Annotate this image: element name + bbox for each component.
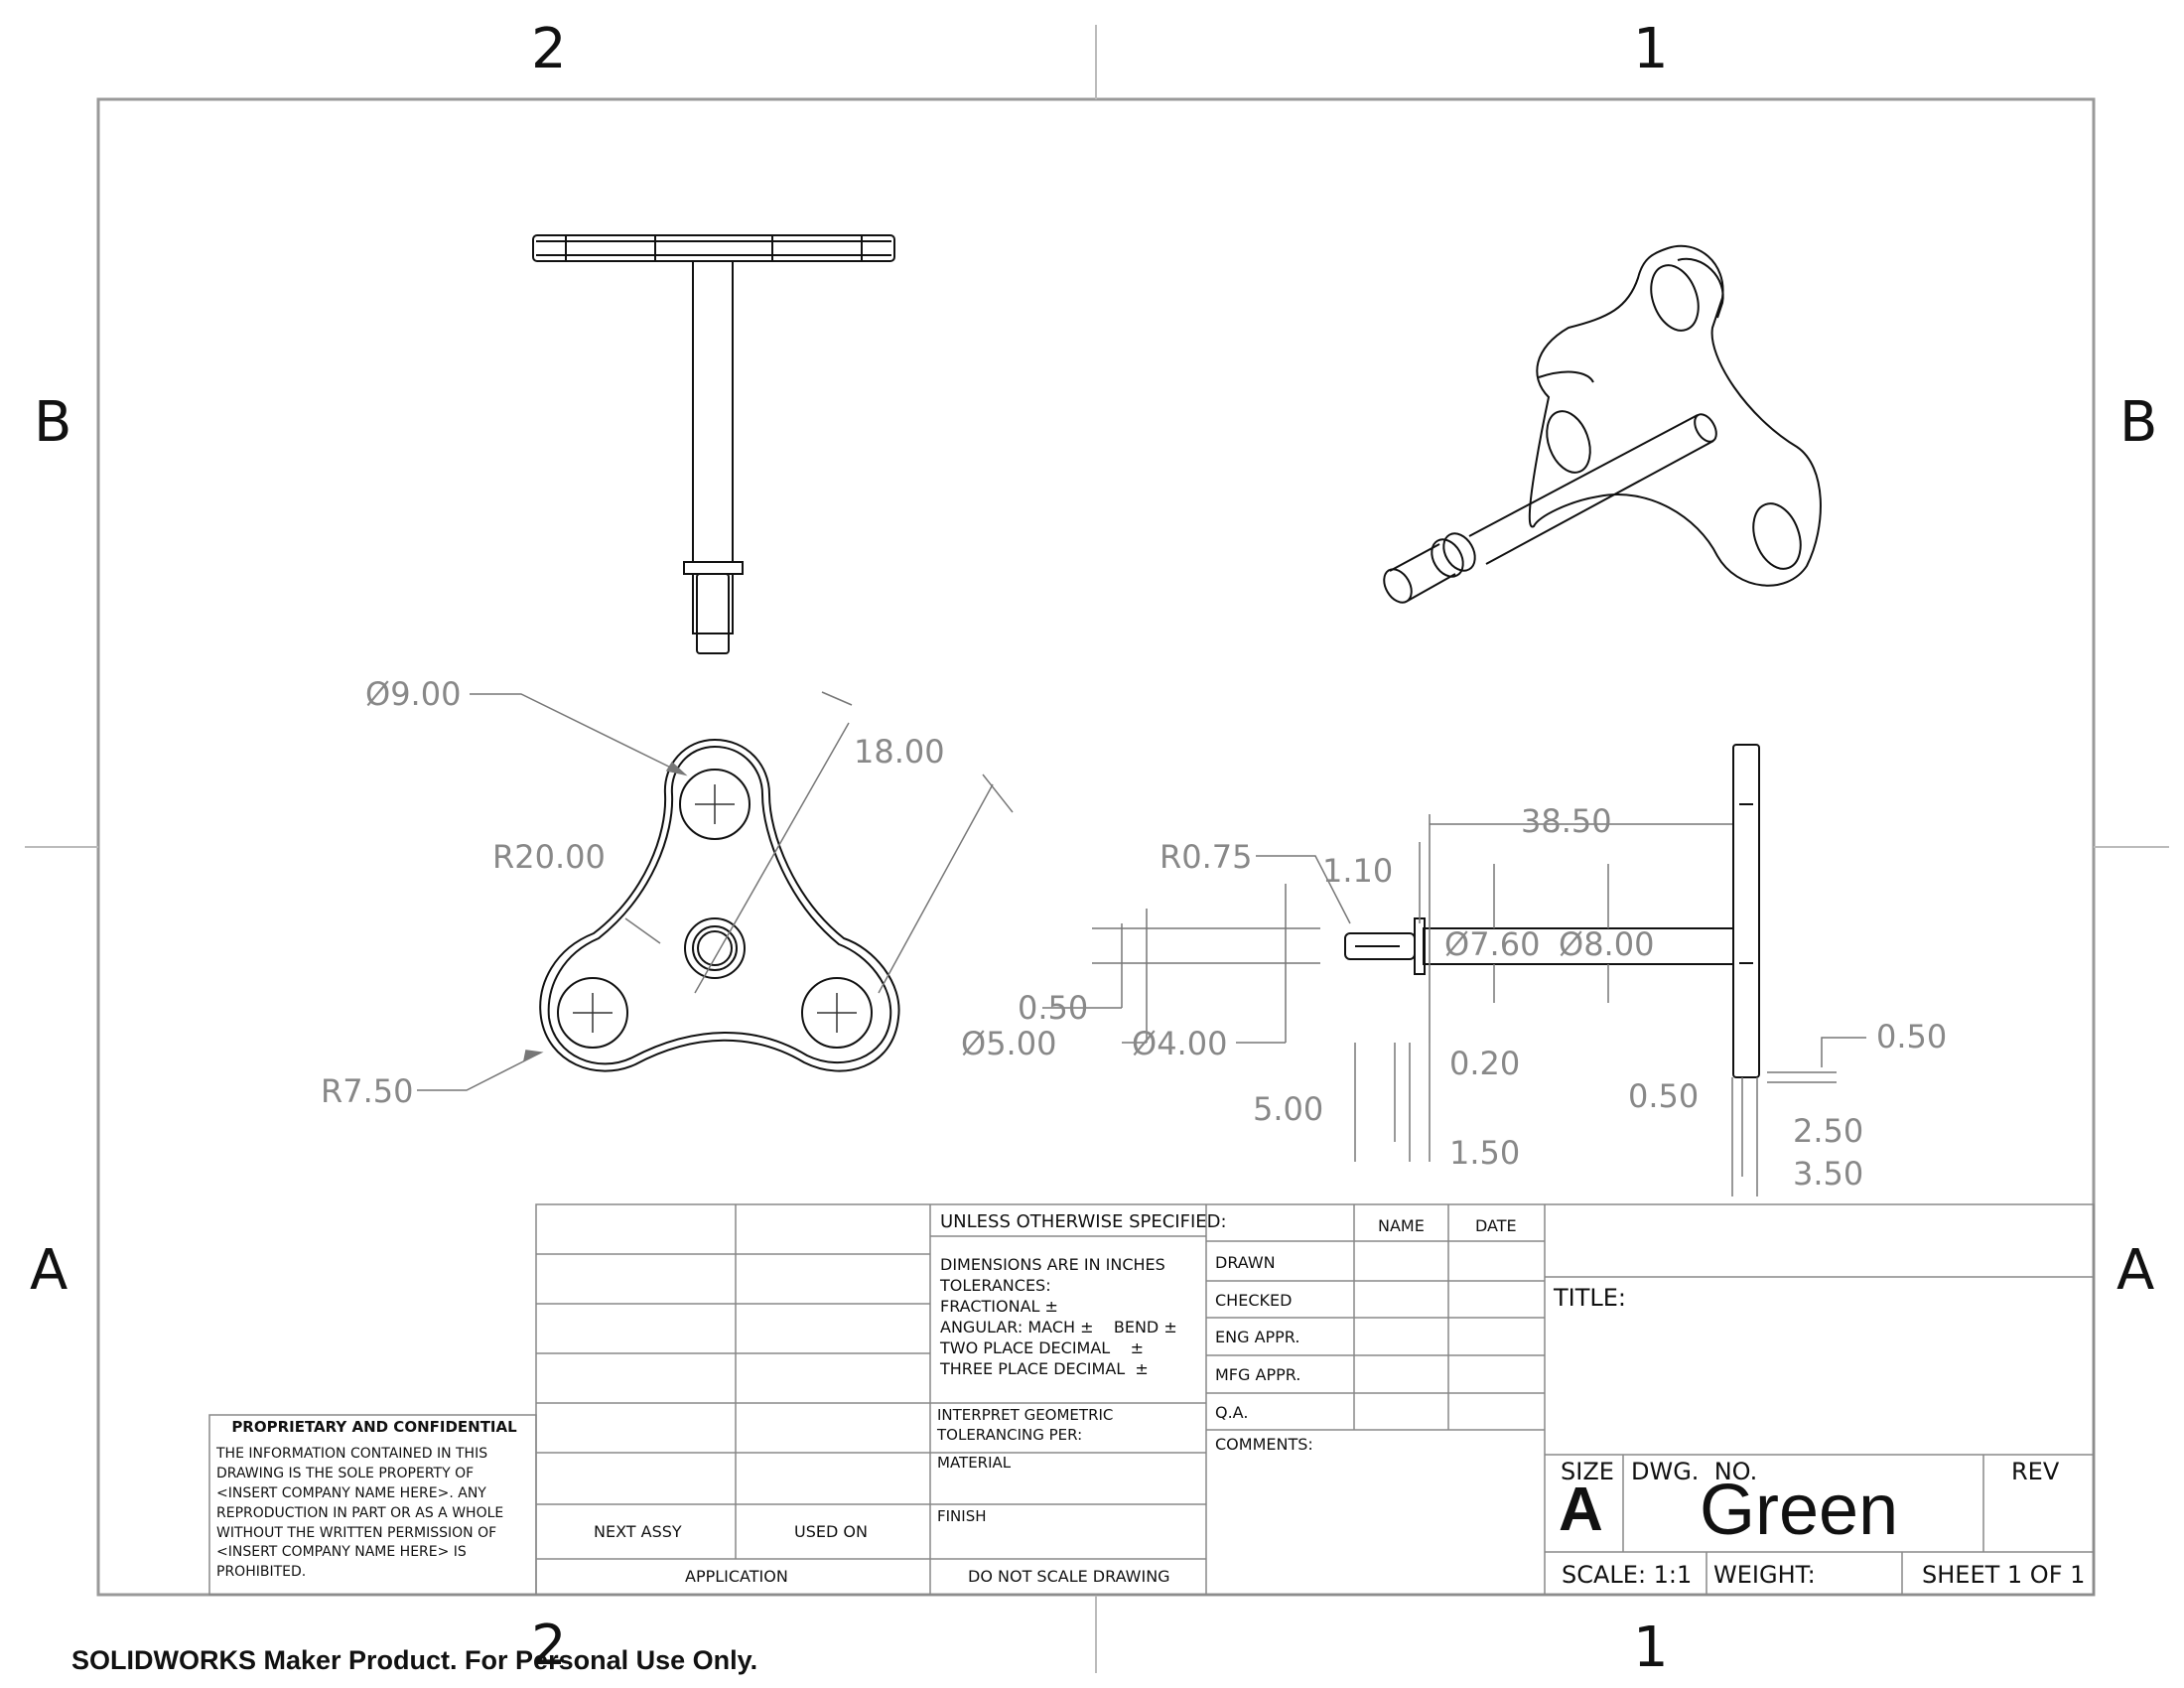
checked-label: CHECKED (1215, 1291, 1293, 1310)
dim-hole-spacing: 18.00 (854, 733, 945, 771)
three-place-label: THREE PLACE DECIMAL ± (940, 1359, 1149, 1378)
unless-specified-label: UNLESS OTHERWISE SPECIFIED: (940, 1211, 1227, 1232)
zone-label-left-a: A (30, 1238, 68, 1303)
dims-inches-label: DIMENSIONS ARE IN INCHES (940, 1255, 1165, 1274)
dim-dia-8-00: Ø8.00 (1559, 925, 1654, 963)
dwg-no-value: Green (1700, 1471, 1899, 1550)
dim-dia-hole: Ø9.00 (365, 675, 461, 713)
eng-appr-label: ENG APPR. (1215, 1328, 1300, 1346)
scale-label: SCALE: 1:1 (1562, 1561, 1693, 1589)
dimension-labels: Ø9.00 18.00 R20.00 R7.50 R0.75 1.10 38.5… (321, 675, 1947, 1193)
zone-label-left-b: B (34, 390, 72, 455)
rev-label: REV (2011, 1458, 2060, 1485)
do-not-scale-label: DO NOT SCALE DRAWING (968, 1567, 1170, 1586)
used-on-label: USED ON (794, 1522, 868, 1541)
dim-fillet: R0.75 (1160, 838, 1252, 876)
date-header: DATE (1475, 1216, 1517, 1235)
front-view (532, 234, 895, 654)
dim-0-20: 0.20 (1449, 1045, 1520, 1082)
dim-dia-7-60: Ø7.60 (1444, 925, 1540, 963)
dim-corner-radius: R7.50 (321, 1072, 413, 1110)
dim-0-50-left: 0.50 (1018, 989, 1088, 1027)
zone-label-bottom-2: 2 (531, 1618, 567, 1668)
zone-label-top-1: 1 (1633, 17, 1669, 81)
isometric-view (1383, 244, 1822, 604)
zone-label-top-2: 2 (531, 17, 567, 81)
zone-label-right-a: A (2116, 1238, 2155, 1303)
application-label: APPLICATION (685, 1567, 788, 1586)
dim-1-50: 1.50 (1449, 1134, 1520, 1172)
confidential-title: PROPRIETARY AND CONFIDENTIAL (231, 1418, 517, 1436)
dim-dia-4-00: Ø4.00 (1132, 1025, 1227, 1062)
zone-label-bottom-1: 1 (1633, 1616, 1669, 1680)
title-label: TITLE: (1554, 1284, 1627, 1312)
tolerances-label: TOLERANCES: (940, 1276, 1051, 1295)
two-place-label: TWO PLACE DECIMAL ± (940, 1338, 1144, 1357)
dim-dia-5-00: Ø5.00 (961, 1025, 1056, 1062)
dim-3-50: 3.50 (1793, 1155, 1863, 1193)
comments-label: COMMENTS: (1215, 1435, 1313, 1454)
size-label: SIZE (1561, 1458, 1614, 1485)
drawn-label: DRAWN (1215, 1253, 1276, 1272)
angular-label: ANGULAR: MACH ± BEND ± (940, 1318, 1177, 1336)
title-block-grid (208, 1203, 2095, 1596)
finish-label: FINISH (937, 1507, 987, 1525)
dim-length: 38.50 (1521, 802, 1612, 840)
weight-label: WEIGHT: (1713, 1561, 1816, 1589)
dim-5-00: 5.00 (1253, 1090, 1323, 1128)
dimension-lines (417, 691, 1866, 1196)
dim-0-50-right-top: 0.50 (1876, 1018, 1947, 1055)
dim-lobe-radius: R20.00 (492, 838, 606, 876)
confidential-body: THE INFORMATION CONTAINED IN THIS DRAWIN… (216, 1446, 504, 1581)
qa-label: Q.A. (1215, 1403, 1249, 1422)
interpret-label: INTERPRET GEOMETRIC (937, 1406, 1114, 1424)
material-label: MATERIAL (937, 1454, 1012, 1472)
solidworks-watermark: SOLIDWORKS Maker Product. For Personal U… (71, 1645, 758, 1675)
dim-1-10: 1.10 (1322, 852, 1393, 890)
dwg-no-label: DWG. NO. (1631, 1458, 1758, 1485)
name-header: NAME (1378, 1216, 1425, 1235)
dim-0-50-right: 0.50 (1628, 1077, 1699, 1115)
plan-view (539, 738, 900, 1072)
size-value: A (1559, 1476, 1603, 1544)
zone-label-right-b: B (2119, 390, 2158, 455)
dim-2-50: 2.50 (1793, 1112, 1863, 1150)
fractional-label: FRACTIONAL ± (940, 1297, 1058, 1316)
sheet-label: SHEET 1 OF 1 (1922, 1561, 2086, 1589)
next-assy-label: NEXT ASSY (594, 1522, 682, 1541)
mfg-appr-label: MFG APPR. (1215, 1365, 1301, 1384)
tolerancing-label: TOLERANCING PER: (937, 1426, 1083, 1444)
side-view (1344, 744, 1760, 1078)
